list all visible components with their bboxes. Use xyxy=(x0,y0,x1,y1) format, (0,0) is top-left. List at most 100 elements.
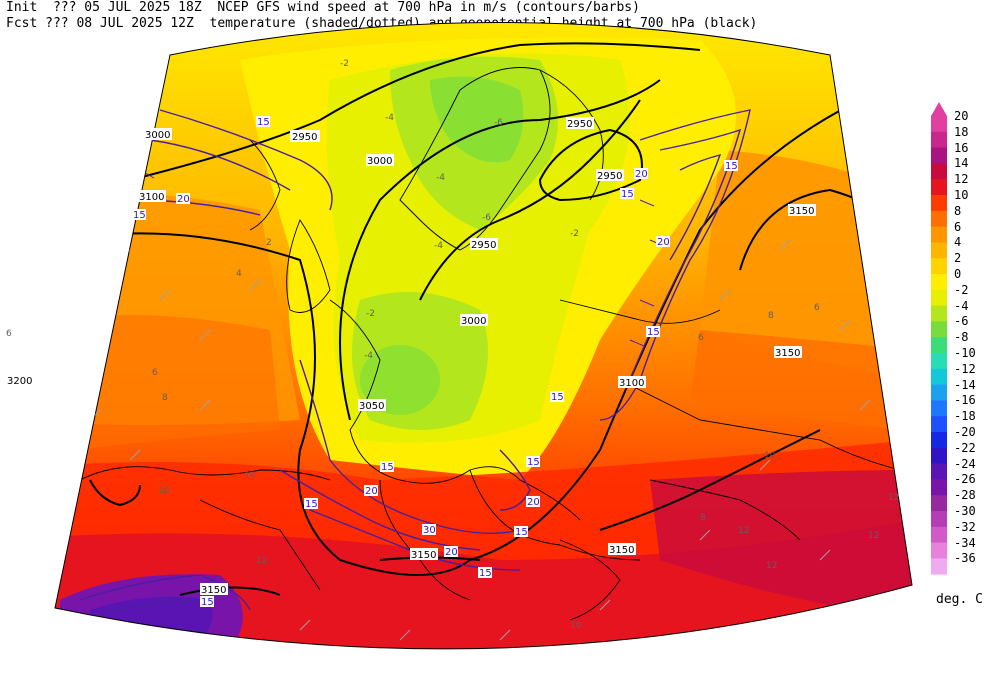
colorbar-level-label: 20 xyxy=(954,109,969,123)
temp-label: 12 xyxy=(256,556,267,566)
temp-label: -6 xyxy=(482,213,491,223)
colorbar-level-label: -22 xyxy=(954,440,976,455)
temp-label: 6 xyxy=(698,333,704,343)
temp-label: 12 xyxy=(888,493,899,503)
colorbar-swatch xyxy=(931,131,947,148)
wind-label: 20 xyxy=(365,486,378,497)
temp-label: -4 xyxy=(385,113,394,123)
temp-label: 10 xyxy=(244,471,256,481)
colorbar-swatch xyxy=(931,116,947,133)
colorbar-swatch xyxy=(931,179,947,196)
colorbar-level-label: 12 xyxy=(954,172,969,187)
wind-label: 20 xyxy=(177,194,190,205)
colorbar-swatch xyxy=(931,479,947,496)
temp-label: 10 xyxy=(764,451,776,461)
colorbar-swatch xyxy=(931,495,947,512)
colorbar-level-label: -6 xyxy=(954,314,969,329)
colorbar-swatch xyxy=(931,463,947,480)
colorbar-level-label: -10 xyxy=(954,346,976,360)
colorbar-swatch xyxy=(931,226,947,243)
colorbar-level-label: 8 xyxy=(954,203,962,218)
colorbar-swatch xyxy=(931,542,947,559)
colorbar-level-label: -4 xyxy=(954,298,969,313)
colorbar-swatch xyxy=(931,289,947,306)
temp-label: 12 xyxy=(868,531,879,541)
height-label: 3100 xyxy=(139,192,164,203)
wind-label: 15 xyxy=(551,392,564,403)
wind-label: 15 xyxy=(527,457,540,468)
colorbar-swatch xyxy=(931,558,947,575)
colorbar-level-label: -36 xyxy=(954,551,976,566)
colorbar-swatch xyxy=(931,321,947,338)
colorbar-swatch xyxy=(931,274,947,291)
temp-label: 12 xyxy=(738,526,749,536)
colorbar-level-label: 2 xyxy=(954,251,962,266)
colorbar-units: deg. C xyxy=(936,592,983,607)
colorbar-level-label: -16 xyxy=(954,393,976,408)
colorbar-level-label: -8 xyxy=(954,330,969,345)
wind-label: 30 xyxy=(423,525,436,536)
colorbar-level-label: -2 xyxy=(954,282,969,297)
colorbar-level-label: -26 xyxy=(954,472,976,487)
wind-labels: 15 20 15 20 15 15 20 15 15 15 15 20 30 2… xyxy=(132,116,738,608)
height-labels: 2950 3000 3000 3100 3200 3050 3000 2950 … xyxy=(6,117,816,596)
colorbar-level-label: 0 xyxy=(954,267,962,281)
wind-label: 20 xyxy=(445,547,458,558)
colorbar-level-label: -18 xyxy=(954,409,976,424)
colorbar-level-label: 18 xyxy=(954,124,969,139)
map-labels: 2950 3000 3000 3100 3200 3050 3000 2950 … xyxy=(6,59,899,631)
height-label: 3200 xyxy=(7,376,32,387)
height-label: 3150 xyxy=(789,206,814,217)
colorbar-swatch xyxy=(931,242,947,259)
colorbar-swatch xyxy=(931,195,947,212)
colorbar-level-label: 14 xyxy=(954,156,969,171)
colorbar-level-label: -30 xyxy=(954,504,976,518)
colorbar-swatch xyxy=(931,400,947,417)
colorbar-swatch xyxy=(931,526,947,543)
colorbar-swatch xyxy=(931,163,947,180)
temp-label: 10 xyxy=(158,486,170,496)
height-label: 3150 xyxy=(775,348,800,359)
colorbar-arrow xyxy=(931,102,947,116)
height-label: 3100 xyxy=(619,378,644,389)
temp-labels: -2 -4 -4 -2 2 4 6 6 8 8 10 10 10 12 12 1… xyxy=(6,59,899,631)
wind-label: 15 xyxy=(305,499,318,510)
wind-label: 15 xyxy=(381,462,394,473)
wind-label: 15 xyxy=(725,161,738,172)
temp-label: -4 xyxy=(434,241,443,251)
temp-label: 8 xyxy=(162,393,168,403)
colorbar-swatch xyxy=(931,353,947,370)
temp-label: 6 xyxy=(6,329,12,339)
colorbar-swatch xyxy=(931,384,947,401)
temp-label: 12 xyxy=(766,561,777,571)
height-label: 3150 xyxy=(609,545,634,556)
temp-label: -4 xyxy=(436,173,445,183)
height-label: 2950 xyxy=(567,119,592,130)
temp-label: 6 xyxy=(814,303,820,313)
colorbar-level-label: -28 xyxy=(954,488,976,503)
header-line-1: Init ??? 05 JUL 2025 18Z NCEP GFS wind s… xyxy=(6,0,640,15)
colorbar-level-label: 4 xyxy=(954,235,962,250)
colorbar-level-label: -24 xyxy=(954,456,976,471)
wind-label: 15 xyxy=(621,189,634,200)
colorbar-level-label: 6 xyxy=(954,219,962,234)
temp-label: 10 xyxy=(570,621,582,631)
temp-label: 8 xyxy=(768,311,774,321)
colorbar-swatch xyxy=(931,147,947,164)
temp-label: -2 xyxy=(570,229,579,239)
temp-label: 8 xyxy=(700,513,706,523)
colorbar-swatch xyxy=(931,416,947,433)
temp-label: -2 xyxy=(340,59,349,69)
colorbar-swatch xyxy=(931,432,947,449)
colorbar-level-label: -20 xyxy=(954,425,976,439)
wind-label: 15 xyxy=(647,327,660,338)
colorbar-level-label: -34 xyxy=(954,535,976,550)
colorbar-level-label: -12 xyxy=(954,361,976,376)
colorbar-level-label: -32 xyxy=(954,519,976,534)
wind-label: 15 xyxy=(257,117,270,128)
height-label: 3000 xyxy=(461,316,486,327)
coastlines xyxy=(79,67,901,621)
colorbar-swatch xyxy=(931,337,947,354)
